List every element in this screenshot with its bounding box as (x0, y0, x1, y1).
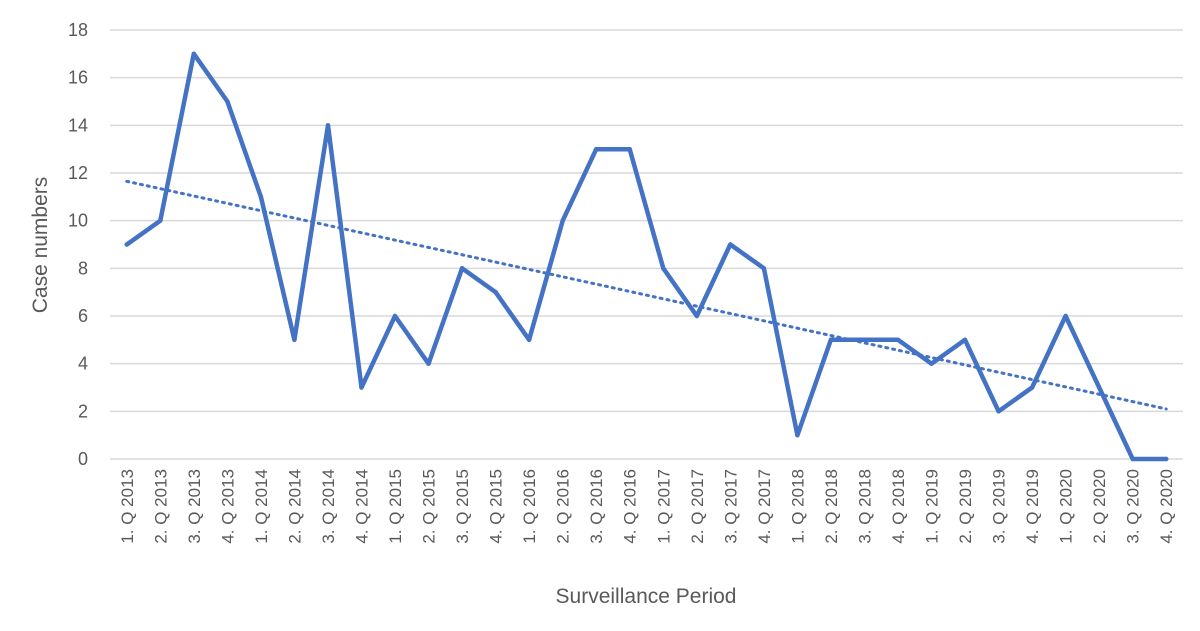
data-point (661, 266, 666, 271)
x-tick-label: 1. Q 2016 (520, 469, 539, 544)
data-point (694, 313, 699, 319)
trendline (125, 179, 1168, 411)
x-tick-label: 4. Q 2018 (889, 469, 908, 544)
x-tick-label: 4. Q 2020 (1157, 469, 1176, 544)
x-tick-label: 1. Q 2013 (118, 469, 137, 544)
data-point (325, 123, 331, 128)
data-point (191, 51, 197, 57)
data-point (828, 337, 834, 343)
trendline-layer (125, 179, 1168, 411)
data-point (1063, 313, 1068, 319)
y-tick-label: 4 (78, 354, 88, 374)
data-point (761, 266, 767, 271)
data-point (560, 218, 565, 223)
x-axis-title: Surveillance Period (556, 585, 737, 608)
x-tick-label: 1. Q 2017 (654, 469, 673, 544)
x-tick-label: 4. Q 2016 (621, 469, 640, 544)
y-tick-label: 18 (68, 20, 88, 40)
y-tick-label: 12 (68, 163, 88, 183)
data-point (392, 313, 398, 319)
x-tick-label: 3. Q 2016 (587, 469, 606, 544)
x-tick-label: 3. Q 2015 (453, 469, 472, 544)
x-tick-label: 2. Q 2018 (822, 469, 841, 544)
x-tick-label: 1. Q 2014 (252, 469, 271, 544)
data-point (895, 337, 901, 343)
data-point (627, 146, 632, 152)
data-point (862, 337, 867, 343)
x-tick-label: 3. Q 2014 (319, 469, 338, 544)
x-tick-label: 3. Q 2013 (185, 469, 204, 544)
data-point (996, 409, 1001, 414)
data-point (359, 385, 364, 390)
x-tick-label: 2. Q 2019 (956, 469, 975, 544)
data-point (594, 146, 599, 152)
y-tick-label: 14 (68, 115, 88, 135)
x-tick-label: 3. Q 2017 (721, 469, 740, 544)
data-point (1130, 456, 1135, 462)
data-point (459, 266, 465, 271)
x-tick-label: 1. Q 2020 (1057, 469, 1076, 544)
y-axis-title: Case numbers (29, 177, 52, 314)
data-point (158, 218, 163, 223)
x-tick-label: 4. Q 2019 (1023, 469, 1042, 544)
data-point (1029, 385, 1035, 390)
x-tick-label: 3. Q 2018 (855, 469, 874, 544)
series-layer (124, 51, 1169, 462)
y-tick-label: 16 (68, 68, 88, 88)
x-tick-label: 4. Q 2017 (755, 469, 774, 544)
data-point (1164, 456, 1169, 462)
x-tick-label: 2. Q 2017 (688, 469, 707, 544)
y-tick-label: 0 (78, 449, 88, 469)
y-tick-label: 6 (78, 306, 88, 326)
x-tick-label: 3. Q 2020 (1124, 469, 1143, 544)
data-point (124, 242, 129, 247)
data-point (225, 99, 230, 104)
x-tick-label: 4. Q 2014 (352, 469, 371, 544)
data-point (1096, 385, 1102, 390)
data-point (795, 432, 800, 438)
x-tick-label: 2. Q 2015 (420, 469, 439, 544)
x-axis-ticks: 1. Q 2013 2. Q 2013 3. Q 2013 4. Q 2013 1. Q… (118, 469, 1176, 544)
data-point (493, 289, 498, 295)
y-axis-ticks: 0 2 4 6 8 10 12 14 16 18 (68, 20, 88, 469)
data-point (526, 337, 532, 343)
data-point (258, 194, 264, 200)
x-tick-label: 2. Q 2014 (285, 469, 304, 544)
data-point (929, 361, 934, 366)
y-tick-label: 8 (78, 258, 88, 278)
x-tick-label: 1. Q 2019 (923, 469, 942, 544)
x-tick-label: 1. Q 2018 (788, 469, 807, 544)
y-tick-label: 2 (78, 401, 88, 421)
x-tick-label: 3. Q 2019 (990, 469, 1009, 544)
data-point (728, 242, 733, 247)
x-tick-label: 2. Q 2016 (554, 469, 573, 544)
data-point (426, 361, 431, 366)
x-tick-label: 4. Q 2015 (487, 469, 506, 544)
x-tick-label: 4. Q 2013 (218, 469, 237, 544)
x-tick-label: 2. Q 2020 (1090, 469, 1109, 544)
data-point (962, 337, 968, 343)
y-tick-label: 10 (68, 211, 88, 231)
data-point (292, 337, 297, 343)
x-tick-label: 1. Q 2015 (386, 469, 405, 544)
series-line (124, 51, 1169, 462)
x-tick-label: 2. Q 2013 (151, 469, 170, 544)
